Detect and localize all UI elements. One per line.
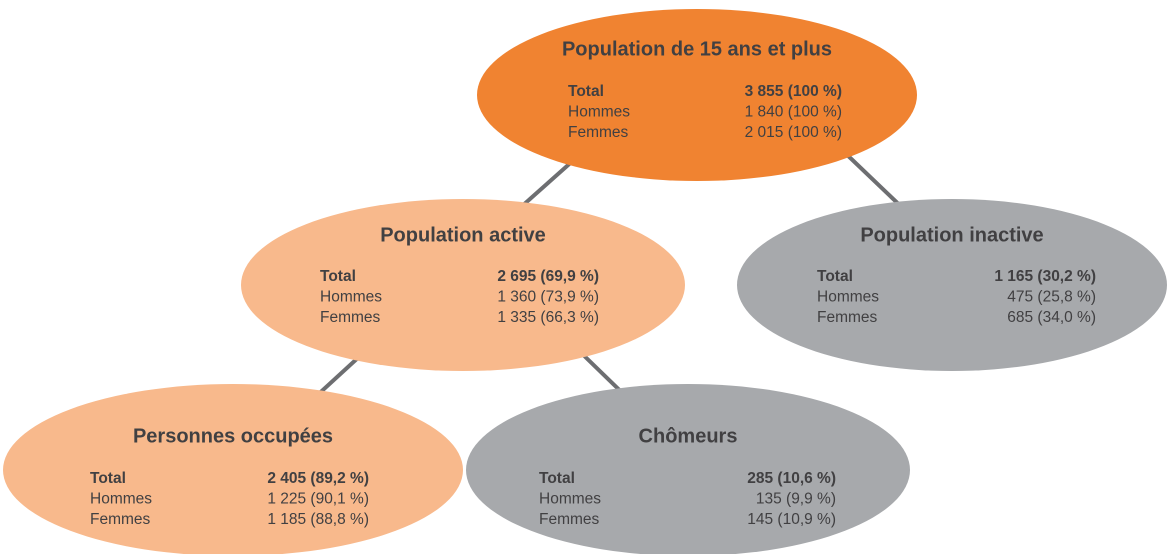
node-ellipse: [737, 199, 1167, 371]
row-label: Total: [539, 470, 575, 487]
row-label: Hommes: [568, 104, 630, 121]
node-ellipse: [3, 384, 463, 554]
row-value: 1 335 (66,3 %): [497, 309, 599, 326]
node: Population active Total 2 695 (69,9 %) Homm…: [241, 199, 685, 371]
row-value: 1 225 (90,1 %): [267, 491, 369, 508]
row-label: Femmes: [817, 309, 878, 326]
node: Population de 15 ans et plus Total 3 855 (…: [477, 9, 917, 181]
row-label: Total: [320, 268, 356, 285]
row-label: Femmes: [539, 511, 600, 528]
node: Personnes occupées Total 2 405 (89,2 %) Hom…: [3, 384, 463, 554]
node-title: Population de 15 ans et plus: [562, 38, 832, 60]
row-label: Femmes: [568, 124, 629, 141]
node-ellipse: [241, 199, 685, 371]
row-value: 2 405 (89,2 %): [267, 470, 369, 487]
row-value: 3 855 (100 %): [745, 83, 842, 100]
row-value: 685 (34,0 %): [1007, 309, 1096, 326]
row-label: Hommes: [90, 491, 152, 508]
row-label: Total: [817, 268, 853, 285]
row-label: Total: [568, 83, 604, 100]
row-value: 2 015 (100 %): [745, 124, 842, 141]
row-value: 1 840 (100 %): [745, 104, 842, 121]
row-label: Total: [90, 470, 126, 487]
row-value: 475 (25,8 %): [1007, 289, 1096, 306]
row-label: Femmes: [90, 511, 151, 528]
row-label: Hommes: [320, 289, 382, 306]
row-value: 285 (10,6 %): [747, 470, 836, 487]
row-value: 2 695 (69,9 %): [497, 268, 599, 285]
row-value: 1 185 (88,8 %): [267, 511, 369, 528]
node: Population inactive Total 1 165 (30,2 %) Ho…: [737, 199, 1167, 371]
node-title: Population active: [380, 224, 546, 246]
node: Chômeurs Total 285 (10,6 %) Hommes 135 (9,9 …: [466, 384, 910, 554]
row-label: Hommes: [817, 289, 879, 306]
row-label: Femmes: [320, 309, 381, 326]
node-ellipse: [466, 384, 910, 554]
row-value: 135 (9,9 %): [756, 491, 836, 508]
row-label: Hommes: [539, 491, 601, 508]
row-value: 145 (10,9 %): [747, 511, 836, 528]
row-value: 1 360 (73,9 %): [497, 289, 599, 306]
node-title: Population inactive: [860, 224, 1043, 246]
row-value: 1 165 (30,2 %): [994, 268, 1096, 285]
node-title: Chômeurs: [639, 425, 738, 447]
node-ellipse: [477, 9, 917, 181]
node-title: Personnes occupées: [133, 425, 333, 447]
